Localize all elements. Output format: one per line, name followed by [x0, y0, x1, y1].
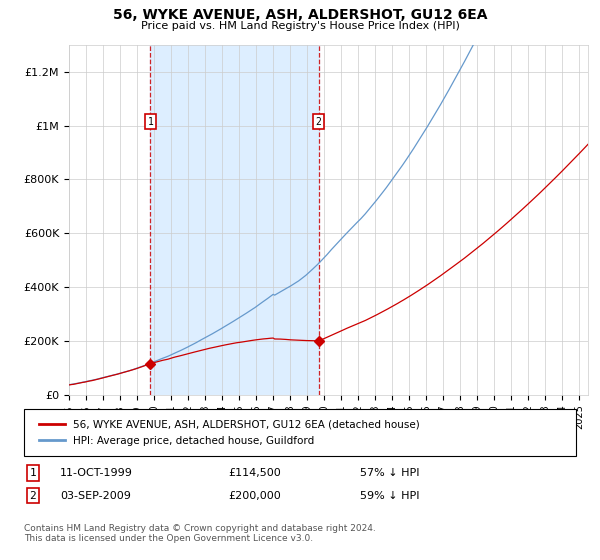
Text: £200,000: £200,000	[228, 491, 281, 501]
Legend: 56, WYKE AVENUE, ASH, ALDERSHOT, GU12 6EA (detached house), HPI: Average price, : 56, WYKE AVENUE, ASH, ALDERSHOT, GU12 6E…	[35, 416, 424, 450]
Text: 1: 1	[29, 468, 37, 478]
Text: 11-OCT-1999: 11-OCT-1999	[60, 468, 133, 478]
Text: £114,500: £114,500	[228, 468, 281, 478]
Bar	[151, 45, 319, 395]
Text: 57% ↓ HPI: 57% ↓ HPI	[360, 468, 419, 478]
Text: 2: 2	[316, 117, 322, 127]
Text: 03-SEP-2009: 03-SEP-2009	[60, 491, 131, 501]
Text: 1: 1	[148, 117, 153, 127]
Text: 59% ↓ HPI: 59% ↓ HPI	[360, 491, 419, 501]
Text: Contains HM Land Registry data © Crown copyright and database right 2024.
This d: Contains HM Land Registry data © Crown c…	[24, 524, 376, 543]
Text: 2: 2	[29, 491, 37, 501]
Text: Price paid vs. HM Land Registry's House Price Index (HPI): Price paid vs. HM Land Registry's House …	[140, 21, 460, 31]
Text: 56, WYKE AVENUE, ASH, ALDERSHOT, GU12 6EA: 56, WYKE AVENUE, ASH, ALDERSHOT, GU12 6E…	[113, 8, 487, 22]
FancyBboxPatch shape	[24, 409, 576, 456]
